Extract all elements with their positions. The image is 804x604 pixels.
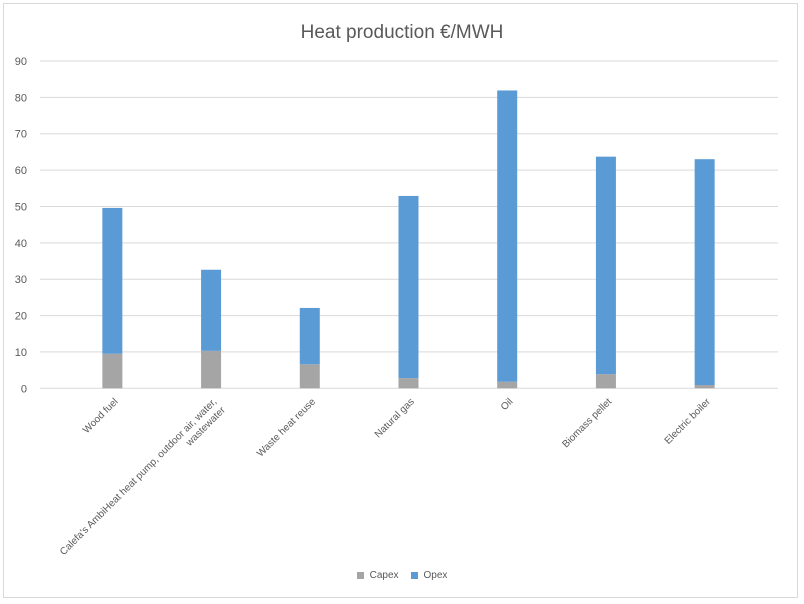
chart-title: Heat production €/MWH xyxy=(300,22,504,43)
y-tick-label: 0 xyxy=(21,383,27,395)
legend-item-capex: Capex xyxy=(356,570,399,581)
y-tick-label: 20 xyxy=(15,311,27,323)
chart-border xyxy=(3,3,798,598)
bar-capex xyxy=(398,378,419,389)
x-category-label: Waste heat reuse xyxy=(255,396,318,459)
legend-label: Capex xyxy=(369,570,399,581)
legend-swatch xyxy=(356,572,364,579)
bar-capex xyxy=(299,364,320,389)
bar-opex xyxy=(595,156,616,375)
bar-opex xyxy=(497,90,518,382)
x-category-label: Calefa's AmbiHeat heat pump, outdoor air… xyxy=(58,396,219,557)
x-category-label: Natural gas xyxy=(373,396,417,440)
x-category-label: Biomass pellet xyxy=(560,396,614,450)
y-tick-label: 40 xyxy=(15,238,27,250)
bar-capex xyxy=(102,353,123,389)
legend-item-opex: Opex xyxy=(410,570,448,581)
y-tick-label: 10 xyxy=(15,347,27,359)
bar-opex xyxy=(694,159,715,386)
y-tick-label: 90 xyxy=(15,56,27,68)
legend: Capex Opex xyxy=(0,570,804,582)
x-category-label: Wood fuel xyxy=(81,396,120,435)
y-tick-label: 30 xyxy=(15,274,27,286)
bar-capex xyxy=(497,381,518,389)
legend-label: Opex xyxy=(423,570,448,581)
bar-opex xyxy=(299,307,320,365)
y-tick-label: 70 xyxy=(15,129,27,141)
legend-swatch xyxy=(410,572,418,579)
bar-opex xyxy=(102,207,123,354)
bar-opex xyxy=(398,195,419,379)
x-category-label: Oil xyxy=(499,396,515,412)
bar-opex xyxy=(201,269,222,351)
y-tick-label: 50 xyxy=(15,201,27,213)
y-tick-label: 80 xyxy=(15,92,27,104)
bar-capex xyxy=(595,374,616,389)
y-tick-label: 60 xyxy=(15,165,27,177)
x-category-label: Electric boiler xyxy=(663,396,714,447)
bar-capex xyxy=(694,385,715,389)
bar-capex xyxy=(201,350,222,389)
